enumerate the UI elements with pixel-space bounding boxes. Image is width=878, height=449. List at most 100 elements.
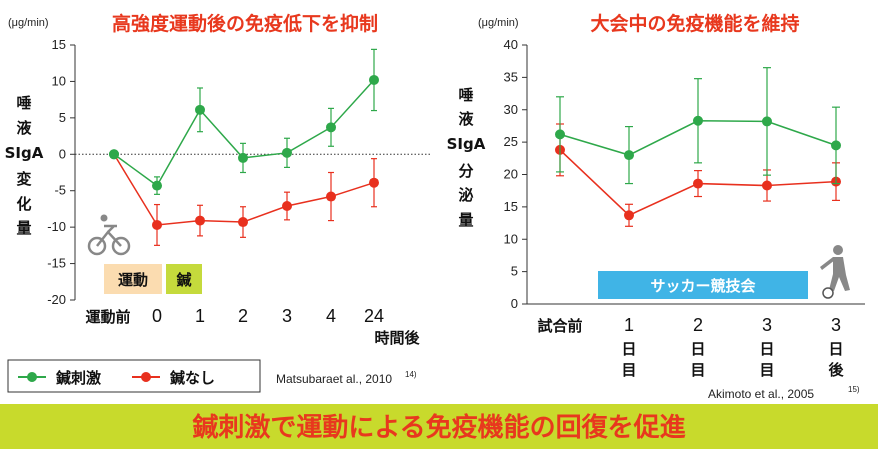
left-data-point xyxy=(326,191,336,202)
left-citation: Matsubaraet al., 2010 xyxy=(276,372,392,386)
left-phase-boxes: 運動 鍼 xyxy=(104,264,202,294)
right-x-tick-label-text: 日 xyxy=(828,340,843,358)
right-data-point xyxy=(693,178,703,189)
banner-text: 鍼刺激で運動による免疫機能の回復を促進 xyxy=(192,412,685,443)
conclusion-banner: 鍼刺激で運動による免疫機能の回復を促進 xyxy=(0,404,878,449)
left-y-label-part: 唾 xyxy=(16,94,31,112)
right-y-tick-label: 40 xyxy=(504,37,518,52)
right-y-tick-labels: 40 35 30 25 20 15 10 5 0 xyxy=(504,37,518,311)
right-citation: Akimoto et al., 2005 xyxy=(708,387,814,401)
left-x-tick-label: 0 xyxy=(152,306,162,326)
right-x-tick-label-text: 3 xyxy=(831,315,841,335)
left-y-tick-label: 0 xyxy=(59,146,66,161)
left-y-unit: (μg/min) xyxy=(8,17,49,29)
right-x-tick-label: 1 日目 xyxy=(621,315,636,379)
left-x-tick-label: 2 xyxy=(238,306,248,326)
right-x-tick-label: 2 日目 xyxy=(690,315,705,379)
left-x-axis-label: 時間後 xyxy=(374,329,420,347)
right-y-label-part: 分 xyxy=(458,162,473,180)
right-y-label-part: 量 xyxy=(458,211,473,229)
left-data-point xyxy=(238,217,248,228)
right-data-point xyxy=(762,180,772,191)
left-data-point xyxy=(152,219,162,230)
right-data-point xyxy=(555,129,565,140)
left-data-point xyxy=(369,74,379,85)
left-citation-ref: 14) xyxy=(405,370,417,379)
legend-marker-acupuncture xyxy=(27,372,37,382)
phase-box-exercise xyxy=(104,264,162,294)
left-y-tick-label: -5 xyxy=(54,183,66,198)
right-y-axis-label: 唾液 SIgA 分泌量 xyxy=(447,86,486,229)
left-y-label-part: SIgA xyxy=(5,144,44,162)
right-y-label-part: 泌 xyxy=(458,186,473,204)
right-y-tick-label: 10 xyxy=(504,231,518,246)
left-series xyxy=(109,149,379,246)
right-event-bar: サッカー競技会 xyxy=(598,271,808,299)
phase-box-exercise-label: 運動 xyxy=(118,271,148,289)
left-y-tick-labels: 15 10 5 0 -5 -10 -15 -20 xyxy=(47,37,66,307)
right-y-label-part: 唾 xyxy=(458,86,473,104)
left-plot-area xyxy=(109,48,379,246)
right-plot-area xyxy=(555,67,841,227)
left-x-tick-label: 運動前 xyxy=(85,308,130,326)
left-y-label-part: 液 xyxy=(16,119,32,137)
left-y-tick-label: -15 xyxy=(47,256,66,271)
right-chart-title: 大会中の免疫機能を維持 xyxy=(590,12,799,35)
left-data-point xyxy=(282,147,292,158)
legend-label-none: 鍼なし xyxy=(170,369,215,387)
right-y-axis xyxy=(522,44,865,305)
right-x-tick-label-text: 目 xyxy=(759,361,774,379)
right-series xyxy=(555,67,841,185)
right-x-tick-label-text: 日 xyxy=(690,340,705,358)
right-data-point xyxy=(624,150,634,161)
banner-background xyxy=(0,404,878,449)
right-y-tick-label: 5 xyxy=(511,264,518,279)
right-x-tick-label-text: 日 xyxy=(759,340,774,358)
right-y-tick-label: 25 xyxy=(504,134,518,149)
right-x-tick-label-text: 3 xyxy=(762,315,772,335)
event-bar-rect xyxy=(598,271,808,299)
soccer-player-icon xyxy=(820,245,850,299)
right-x-tick-label-text: 目 xyxy=(690,361,705,379)
legend-label-acupuncture: 鍼刺激 xyxy=(56,369,102,387)
right-x-tick-label: 3 日後 xyxy=(827,315,844,379)
left-y-axis-label: 唾液 SIgA 変化量 xyxy=(5,94,44,237)
left-series-line xyxy=(113,79,375,187)
left-y-axis xyxy=(70,44,76,301)
right-data-point xyxy=(762,116,772,127)
left-x-tick-label: 3 xyxy=(282,306,292,326)
right-y-tick-label: 15 xyxy=(504,199,518,214)
right-x-tick-label: 試合前 xyxy=(537,317,582,335)
right-y-label-part: SIgA xyxy=(447,135,486,153)
left-y-tick-label: 10 xyxy=(52,73,66,88)
phase-box-acupuncture-label: 鍼 xyxy=(176,271,191,289)
left-data-point xyxy=(195,104,205,115)
right-x-tick-label-text: 試合前 xyxy=(537,317,582,335)
left-x-tick-label: 24 xyxy=(364,306,384,326)
right-x-tick-labels: 試合前 1 日目 2 日目 3 日目 3 日後 xyxy=(537,315,844,379)
left-legend: 鍼刺激 鍼なし xyxy=(7,359,261,393)
left-data-point xyxy=(238,152,248,163)
right-y-tick-label: 0 xyxy=(511,296,518,311)
right-x-tick-label-text: 日 xyxy=(621,340,636,358)
right-y-tick-label: 20 xyxy=(504,167,518,182)
left-y-tick-label: -10 xyxy=(47,219,66,234)
left-y-label-part: 量 xyxy=(16,219,31,237)
right-y-tick-label: 30 xyxy=(504,102,518,117)
left-x-tick-label: 1 xyxy=(195,306,205,326)
right-data-point xyxy=(831,140,841,151)
left-y-label-part: 化 xyxy=(16,195,31,213)
left-chart-title: 高強度運動後の免疫低下を抑制 xyxy=(112,12,378,35)
legend-marker-none xyxy=(141,372,151,382)
left-y-tick-label: 5 xyxy=(59,110,66,125)
phase-box-acupuncture xyxy=(166,264,202,294)
left-data-point xyxy=(282,201,292,212)
event-bar-label: サッカー競技会 xyxy=(650,277,755,295)
right-data-point xyxy=(624,210,634,221)
right-x-tick-label-text: 2 xyxy=(693,315,703,335)
right-x-tick-label-text: 1 xyxy=(624,315,634,335)
left-data-point xyxy=(326,122,336,133)
